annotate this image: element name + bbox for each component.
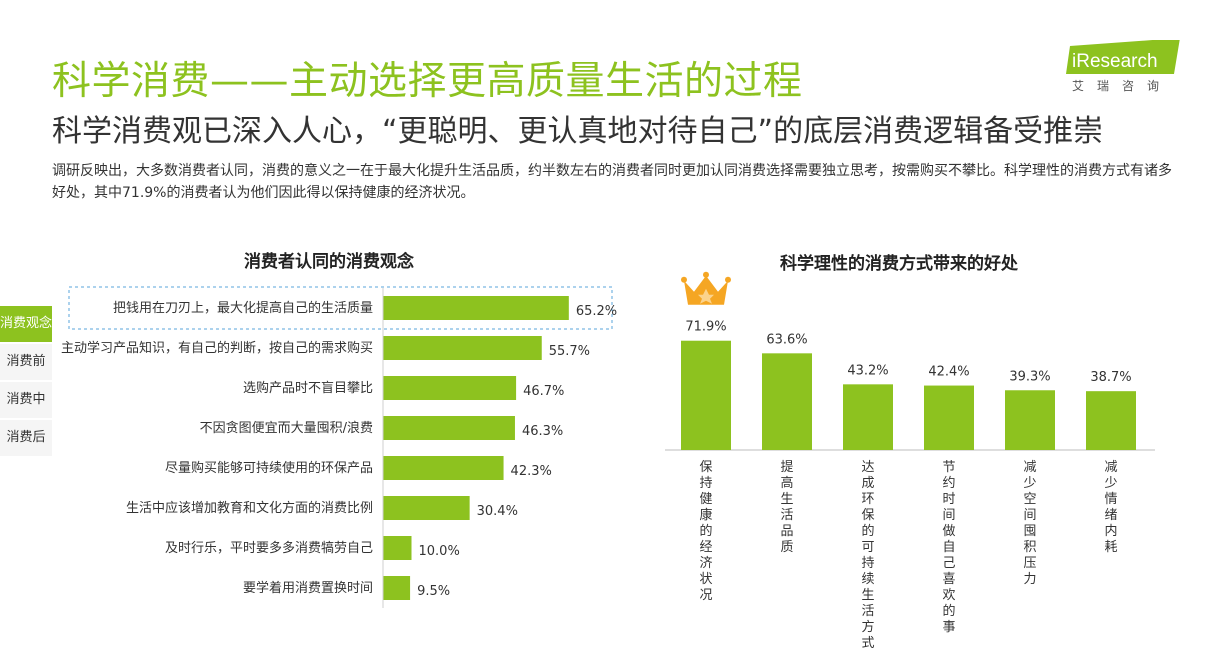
left-chart-title: 消费者认同的消费观念 [244, 252, 414, 272]
logo-brand-text: iResearch [1072, 51, 1158, 72]
left-value-label: 30.4% [477, 504, 518, 519]
left-category-label: 生活中应该增加教育和文化方面的消费比例 [126, 500, 373, 516]
left-category-label: 尽量购买能够可持续使用的环保产品 [165, 460, 373, 476]
left-bar [383, 416, 515, 440]
side-nav-item-during-consumption[interactable]: 消费中 [0, 382, 52, 418]
iresearch-logo: iResearch 艾瑞咨询 [1066, 40, 1184, 93]
side-nav-item-after-consumption[interactable]: 消费后 [0, 420, 52, 456]
intro-paragraph: 调研反映出，大多数消费者认同，消费的意义之一在于最大化提升生活品质，约半数左右的… [52, 163, 1172, 201]
left-bar [383, 336, 542, 360]
right-bar [1086, 391, 1136, 450]
left-bar [383, 576, 411, 600]
left-category-label: 及时行乐，平时要多多消费犒劳自己 [165, 540, 373, 556]
right-category-label: 提高生活品质 [780, 460, 794, 555]
right-bar [1005, 390, 1055, 450]
side-nav-item-consumption-concept[interactable]: 消费观念 [0, 306, 52, 342]
left-value-label: 46.3% [522, 424, 563, 439]
right-category-label: 减少空间囤积压力 [1023, 460, 1037, 587]
right-value-label: 39.3% [1009, 369, 1050, 384]
right-category-label: 减少情绪内耗 [1104, 460, 1118, 555]
right-bar [843, 384, 893, 450]
right-category-label: 保持健康的经济状况 [699, 460, 713, 603]
page-subtitle: 科学消费观已深入人心，“更聪明、更认真地对待自己”的底层消费逻辑备受推崇 [52, 114, 1104, 149]
left-bar [383, 536, 412, 560]
left-category-label: 选购产品时不盲目攀比 [243, 380, 373, 396]
right-value-label: 63.6% [766, 332, 807, 347]
right-bar [681, 340, 731, 450]
left-value-label: 9.5% [417, 584, 450, 599]
left-bar [383, 456, 504, 480]
left-value-label: 65.2% [576, 304, 617, 319]
left-value-label: 10.0% [419, 544, 460, 559]
right-bar [924, 385, 974, 450]
right-category-label: 达成环保的可持续生活方式 [861, 460, 875, 651]
right-value-label: 38.7% [1090, 370, 1131, 385]
side-nav: 消费观念 消费前 消费中 消费后 [0, 306, 52, 458]
left-value-label: 42.3% [511, 464, 552, 479]
vertical-bar-chart: 71.9% 63.6% 43.2% 42.4% 39.3% 38.7% [665, 271, 1155, 451]
highlight-box [68, 286, 613, 330]
left-bar [383, 296, 569, 320]
left-category-label: 主动学习产品知识，有自己的判断，按自己的需求购买 [61, 340, 373, 356]
right-value-label: 71.9% [685, 320, 726, 335]
left-bar [383, 376, 517, 400]
right-value-label: 42.4% [928, 365, 969, 380]
right-value-label: 43.2% [847, 363, 888, 378]
side-nav-item-before-consumption[interactable]: 消费前 [0, 344, 52, 380]
left-category-label: 要学着用消费置换时间 [243, 580, 373, 596]
horizontal-bar-chart: 把钱用在刀刃上，最大化提高自己的生活质量 65.2% 主动学习产品知识，有自己的判断… [61, 286, 617, 608]
right-category-label: 节约时间做自己喜欢的事 [942, 460, 956, 635]
left-value-label: 46.7% [523, 384, 564, 399]
page-title: 科学消费——主动选择更高质量生活的过程 [52, 59, 803, 104]
logo-cn-text: 艾瑞咨询 [1072, 79, 1173, 93]
left-category-label: 把钱用在刀刃上，最大化提高自己的生活质量 [113, 300, 373, 316]
right-chart-title: 科学理性的消费方式带来的好处 [780, 254, 1018, 274]
left-category-label: 不因贪图便宜而大量囤积/浪费 [200, 421, 373, 436]
crown-icon [681, 271, 731, 305]
left-bar [383, 496, 470, 520]
right-bar [762, 353, 812, 450]
left-value-label: 55.7% [549, 344, 590, 359]
